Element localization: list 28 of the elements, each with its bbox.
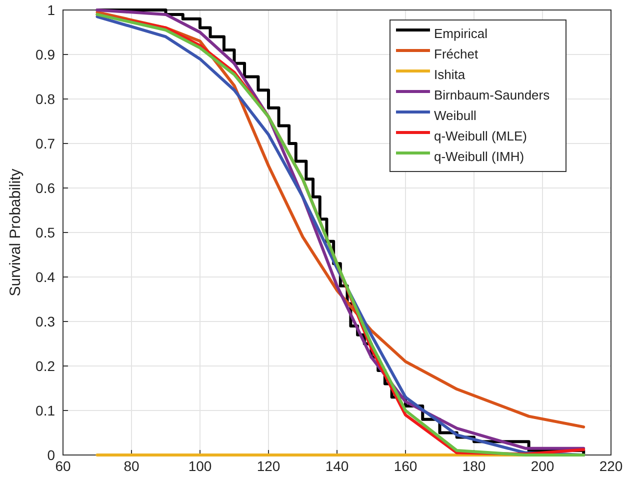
y-tick-label: 0.7	[36, 136, 56, 152]
y-tick-label: 0	[47, 447, 56, 463]
y-tick-label: 0.1	[36, 402, 56, 418]
y-tick-label: 0.3	[36, 314, 56, 330]
y-tick-label: 0.2	[36, 358, 56, 374]
y-tick-label: 0.5	[36, 224, 56, 240]
y-tick-label: 0.9	[36, 46, 56, 62]
x-tick-label: 220	[599, 458, 623, 474]
y-tick-label: 0.8	[36, 91, 56, 107]
x-tick-label: 140	[325, 458, 349, 474]
legend-label: Ishita	[434, 67, 466, 82]
legend-label: Empirical	[434, 26, 488, 41]
legend-label: Fréchet	[434, 46, 478, 62]
legend-label: Weibull	[434, 108, 476, 123]
y-tick-label: 0.4	[36, 269, 56, 285]
legend-label: q-Weibull (IMH)	[434, 149, 524, 164]
y-axis-title: Survival Probability	[7, 168, 24, 296]
x-tick-label: 200	[530, 458, 554, 474]
y-tick-label: 0.6	[36, 180, 56, 196]
x-tick-label: 100	[188, 458, 212, 474]
x-tick-label: 80	[124, 458, 140, 474]
x-tick-label: 160	[394, 458, 418, 474]
legend-label: Birnbaum-Saunders	[434, 88, 550, 102]
x-tick-label: 120	[256, 458, 280, 474]
legend-label: q-Weibull (MLE)	[434, 128, 527, 144]
x-tick-label: 180	[462, 458, 486, 474]
y-tick-label: 1	[47, 2, 56, 18]
x-tick-label: 60	[55, 458, 71, 474]
